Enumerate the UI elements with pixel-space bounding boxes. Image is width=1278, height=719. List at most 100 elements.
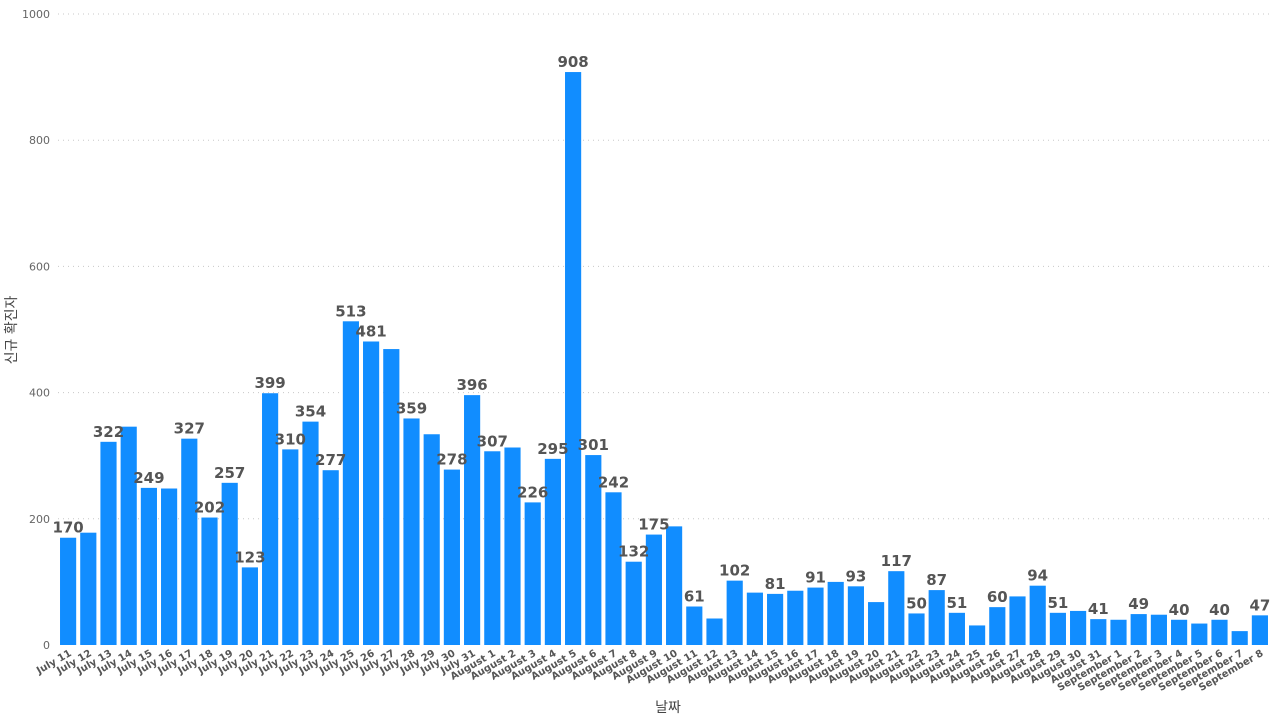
data-labels: 170 322 249 327 202 257 123 399 310 354 277 513 481 3… (52, 53, 1270, 619)
bar[interactable] (686, 606, 703, 645)
bar[interactable] (363, 341, 380, 645)
bar[interactable] (302, 421, 319, 645)
data-label: 175 (638, 516, 669, 534)
data-label: 226 (517, 483, 548, 501)
bar[interactable] (120, 426, 137, 645)
data-label: 60 (987, 588, 1008, 606)
bar[interactable] (888, 571, 905, 645)
bar[interactable] (464, 395, 481, 645)
bar[interactable] (342, 321, 359, 645)
bar[interactable] (605, 492, 622, 645)
data-label: 359 (396, 399, 427, 417)
bar[interactable] (928, 590, 945, 645)
bar[interactable] (585, 455, 602, 645)
data-label: 61 (684, 588, 705, 606)
bar[interactable] (1171, 619, 1188, 645)
bar[interactable] (1211, 619, 1228, 645)
bar[interactable] (140, 487, 157, 645)
data-label: 81 (765, 575, 786, 593)
bar[interactable] (868, 602, 885, 645)
bar[interactable] (504, 447, 521, 646)
bar[interactable] (484, 451, 501, 645)
bar[interactable] (1191, 623, 1208, 645)
bar[interactable] (1090, 619, 1107, 645)
bar[interactable] (443, 469, 460, 645)
bar[interactable] (706, 618, 723, 646)
bar[interactable] (221, 482, 238, 645)
data-label: 908 (557, 53, 588, 71)
bar[interactable] (948, 612, 965, 645)
bar[interactable] (1251, 615, 1268, 645)
bar[interactable] (726, 580, 743, 645)
bar[interactable] (282, 449, 299, 645)
bar[interactable] (181, 438, 198, 645)
bar[interactable] (1049, 612, 1066, 645)
data-label: 242 (598, 473, 629, 491)
data-label: 49 (1128, 595, 1149, 613)
bar[interactable] (847, 586, 864, 645)
data-label: 257 (214, 464, 245, 482)
y-tick-label: 1000 (22, 8, 50, 21)
data-label: 47 (1249, 596, 1270, 614)
bar[interactable] (1110, 619, 1127, 645)
data-label: 50 (906, 594, 927, 612)
bar[interactable] (969, 625, 986, 645)
bar[interactable] (746, 592, 763, 645)
data-label: 40 (1209, 601, 1230, 619)
bar[interactable] (1231, 631, 1248, 645)
bar[interactable] (201, 517, 218, 645)
bar[interactable] (1130, 614, 1147, 645)
bar[interactable] (403, 418, 420, 645)
data-label: 301 (578, 436, 609, 454)
bar[interactable] (767, 593, 784, 645)
bar[interactable] (80, 532, 97, 645)
data-label: 327 (174, 420, 205, 438)
data-label: 354 (295, 403, 326, 421)
bar[interactable] (161, 488, 178, 645)
data-label: 51 (1047, 594, 1068, 612)
data-label: 322 (93, 423, 124, 441)
data-label: 132 (618, 543, 649, 561)
bar[interactable] (666, 526, 683, 645)
bar[interactable] (100, 441, 117, 645)
bar[interactable] (908, 613, 925, 645)
y-axis-title: 신규 확진자 (4, 295, 20, 364)
data-label: 481 (355, 322, 386, 340)
data-label: 87 (926, 571, 947, 589)
bar[interactable] (524, 502, 541, 645)
bar[interactable] (787, 590, 804, 645)
bar[interactable] (1150, 614, 1167, 645)
bar[interactable] (1029, 585, 1046, 645)
data-label: 102 (719, 562, 750, 580)
bar[interactable] (262, 393, 279, 645)
y-tick-label: 800 (29, 134, 50, 147)
bar[interactable] (1070, 610, 1087, 645)
bar[interactable] (322, 470, 339, 645)
bar[interactable] (827, 581, 844, 645)
data-label: 202 (194, 499, 225, 517)
bar[interactable] (383, 349, 400, 645)
bar[interactable] (423, 434, 440, 645)
gridlines (58, 13, 1270, 520)
bar[interactable] (544, 458, 561, 645)
y-axis-ticks: 0 200 400 600 800 1000 (22, 8, 50, 652)
bar[interactable] (807, 587, 824, 645)
y-tick-label: 0 (43, 639, 50, 652)
data-label: 117 (881, 552, 912, 570)
y-tick-label: 600 (29, 260, 50, 273)
data-label: 399 (254, 374, 285, 392)
bar[interactable] (1009, 596, 1026, 645)
y-tick-label: 200 (29, 513, 50, 526)
data-label: 249 (133, 469, 164, 487)
data-label: 51 (946, 594, 967, 612)
bar[interactable] (989, 607, 1006, 645)
data-label: 94 (1027, 567, 1048, 585)
data-label: 91 (805, 569, 826, 587)
bar[interactable] (625, 561, 642, 645)
bar[interactable] (565, 72, 582, 646)
bar[interactable] (241, 567, 258, 645)
bar[interactable] (60, 537, 77, 645)
bar[interactable] (645, 534, 662, 645)
